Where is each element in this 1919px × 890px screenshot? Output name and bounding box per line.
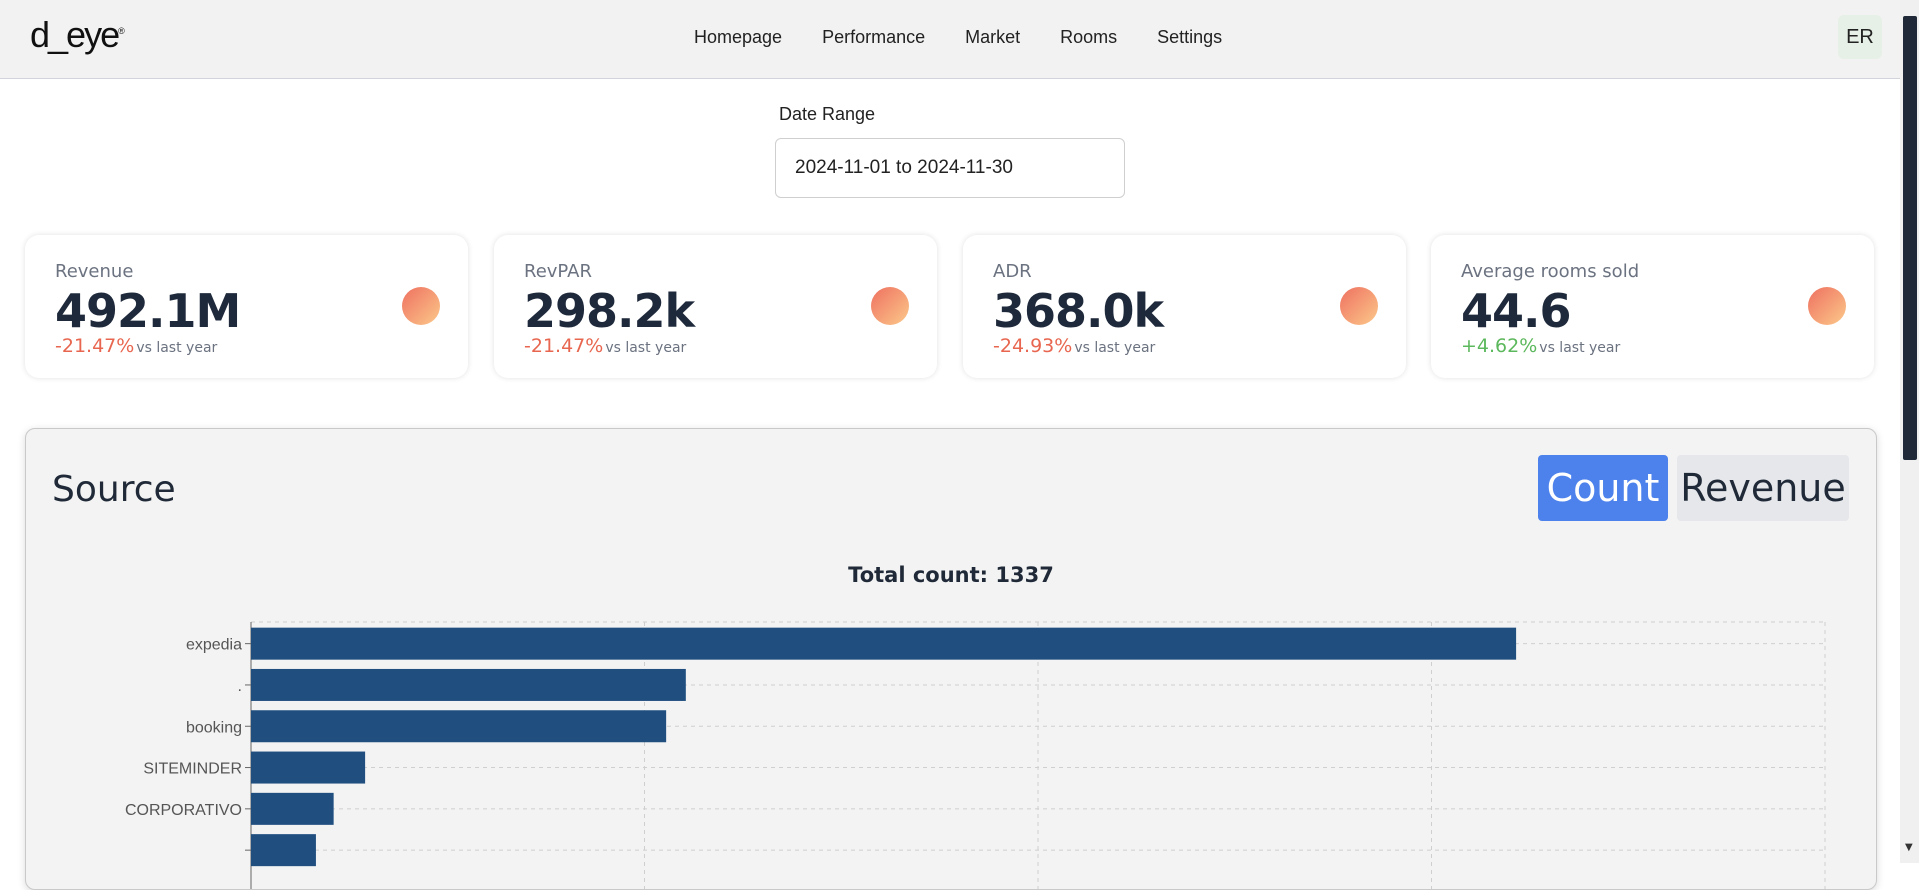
chart-bar <box>251 792 334 825</box>
kpi-change: +4.62% vs last year <box>1461 335 1620 357</box>
nav-link-market[interactable]: Market <box>965 27 1021 47</box>
kpi-change-percent: -21.47% <box>55 335 135 357</box>
kpi-value: 368.0k <box>993 284 1164 338</box>
source-card: Source Count Revenue Total count: 1337 e… <box>25 428 1877 890</box>
page-scrollbar[interactable]: ▼ <box>1900 0 1919 863</box>
nav-links: Homepage Performance Market Rooms Settin… <box>694 27 1262 48</box>
kpi-card-revenue: Revenue 492.1M -21.47% vs last year <box>25 235 468 378</box>
kpi-title: Average rooms sold <box>1461 261 1640 282</box>
kpi-change: -24.93% vs last year <box>993 335 1155 357</box>
kpi-indicator-dot-icon <box>1340 287 1378 325</box>
kpi-change: -21.47% vs last year <box>524 335 686 357</box>
scrollbar-thumb[interactable] <box>1903 16 1917 460</box>
kpi-value: 298.2k <box>524 284 695 338</box>
count-toggle-button[interactable]: Count <box>1538 455 1668 521</box>
chart-bar <box>251 627 1517 660</box>
scroll-down-arrow-icon[interactable]: ▼ <box>1905 842 1913 853</box>
kpi-vs-label: vs last year <box>1539 340 1621 356</box>
chart-bar <box>251 751 366 784</box>
revenue-toggle-button[interactable]: Revenue <box>1677 455 1849 521</box>
user-avatar[interactable]: ER <box>1838 15 1882 59</box>
chart-bar <box>251 668 686 701</box>
kpi-indicator-dot-icon <box>1808 287 1846 325</box>
kpi-change-percent: -21.47% <box>524 335 604 357</box>
logo[interactable]: d_eye® <box>30 14 125 55</box>
top-navbar: d_eye® Homepage Performance Market Rooms… <box>0 0 1900 79</box>
kpi-title: ADR <box>993 261 1032 282</box>
kpi-vs-label: vs last year <box>1074 340 1156 356</box>
date-range-label: Date Range <box>779 104 876 124</box>
chart-bar <box>251 710 667 743</box>
nav-link-homepage[interactable]: Homepage <box>694 27 783 47</box>
kpi-card-adr: ADR 368.0k -24.93% vs last year <box>963 235 1406 378</box>
chart-y-tick-label: expedia <box>186 637 242 654</box>
kpi-vs-label: vs last year <box>136 340 218 356</box>
kpi-indicator-dot-icon <box>871 287 909 325</box>
kpi-change-percent: -24.93% <box>993 335 1073 357</box>
nav-link-performance[interactable]: Performance <box>822 27 926 47</box>
source-card-title: Source <box>52 469 176 510</box>
kpi-card-revpar: RevPAR 298.2k -21.47% vs last year <box>494 235 937 378</box>
nav-link-settings[interactable]: Settings <box>1157 27 1223 47</box>
chart-y-tick-label: booking <box>186 719 242 736</box>
nav-link-rooms[interactable]: Rooms <box>1060 27 1118 47</box>
kpi-vs-label: vs last year <box>605 340 687 356</box>
chart-y-tick-label: SITEMINDER <box>143 761 242 778</box>
chart-y-tick-label: CORPORATIVO <box>125 802 242 819</box>
kpi-title: Revenue <box>55 261 134 282</box>
date-range-input[interactable]: 2024-11-01 to 2024-11-30 <box>775 138 1125 198</box>
kpi-value: 44.6 <box>1461 284 1571 338</box>
source-bar-chart: expedia. booking SITEMINDER CORPORATIVO <box>125 621 1826 889</box>
chart-y-tick-label: . <box>238 678 242 695</box>
kpi-indicator-dot-icon <box>402 287 440 325</box>
chart-bar <box>251 834 316 867</box>
kpi-value: 492.1M <box>55 284 241 338</box>
kpi-title: RevPAR <box>524 261 592 282</box>
chart-title: Total count: 1337 <box>848 563 1054 587</box>
kpi-change: -21.47% vs last year <box>55 335 217 357</box>
kpi-card-average-rooms-sold: Average rooms sold 44.6 +4.62% vs last ye… <box>1431 235 1874 378</box>
kpi-change-percent: +4.62% <box>1461 335 1538 357</box>
